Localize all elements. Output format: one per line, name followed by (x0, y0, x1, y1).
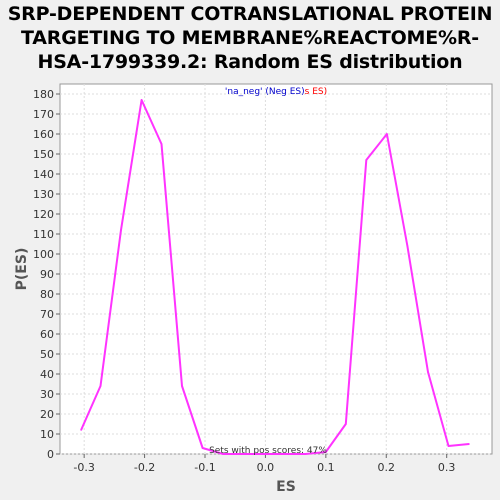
data-point (386, 133, 388, 135)
y-tick-label: 120 (33, 208, 54, 221)
y-tick-label: 30 (40, 388, 54, 401)
data-point (99, 385, 102, 387)
data-point (427, 371, 429, 373)
y-tick-label: 170 (33, 108, 54, 121)
y-tick-label: 20 (40, 408, 54, 421)
data-point (201, 447, 204, 449)
data-point (242, 453, 245, 455)
title-line-3: HSA-1799339.2: Random ES distribution (37, 51, 463, 73)
x-tick-label: 0.0 (257, 461, 275, 474)
data-point (283, 453, 286, 455)
data-point (344, 423, 347, 425)
y-tick-label: 80 (40, 288, 54, 301)
data-point (365, 159, 368, 161)
x-tick-label: -0.1 (194, 461, 215, 474)
data-point (120, 229, 122, 231)
grid-lines (60, 84, 492, 455)
data-point (222, 453, 224, 455)
x-axis-label: ES (276, 479, 296, 495)
x-tick-label: -0.3 (73, 461, 94, 474)
x-tick-label: 0.1 (317, 461, 335, 474)
data-point (447, 445, 450, 447)
title-line-2: TARGETING TO MEMBRANE%REACTOME%R- (20, 27, 479, 49)
series-group (80, 99, 470, 455)
data-point (263, 453, 266, 455)
x-tick-label: 0.2 (378, 461, 396, 474)
es-distribution-line (80, 99, 470, 455)
y-tick-label: 150 (33, 148, 54, 161)
y-tick-label: 180 (33, 88, 54, 101)
y-tick-label: 50 (40, 348, 54, 361)
data-point (406, 245, 409, 247)
y-tick-label: 0 (47, 448, 54, 461)
data-point (140, 99, 143, 101)
pos-scores-annotation: Sets with pos scores: 47% (209, 446, 327, 456)
y-tick-label: 90 (40, 268, 54, 281)
y-tick-label: 140 (33, 168, 54, 181)
y-tick-label: 100 (33, 248, 54, 261)
data-point (304, 453, 307, 455)
data-point (160, 143, 163, 145)
plot-area (59, 83, 493, 455)
x-axis-ticks: -0.3 -0.2 -0.1 0.0 0.1 0.2 0.3 (73, 454, 455, 474)
legend-pos-entry: s ES) (305, 87, 327, 97)
y-tick-label: 70 (40, 308, 54, 321)
y-tick-label: 110 (33, 228, 54, 241)
y-axis-label: P(ES) (14, 248, 30, 291)
y-tick-label: 160 (33, 128, 54, 141)
x-tick-label: -0.2 (134, 461, 155, 474)
y-tick-label: 60 (40, 328, 54, 341)
title-line-1: SRP-DEPENDENT COTRANSLATIONAL PROTEIN (7, 3, 493, 25)
data-point (80, 429, 82, 431)
y-tick-label: 10 (40, 428, 54, 441)
data-point (325, 451, 327, 453)
x-tick-label: 0.3 (438, 461, 456, 474)
data-point (181, 385, 183, 387)
chart-title: SRP-DEPENDENT COTRANSLATIONAL PROTEIN TA… (0, 2, 500, 74)
y-tick-label: 130 (33, 188, 54, 201)
y-axis-ticks: 0 10 20 30 40 50 60 70 80 90 100 110 120 130 140 150 160… (33, 88, 60, 461)
y-tick-label: 40 (40, 368, 54, 381)
legend-neg-entry: 'na_neg' (Neg ES) (225, 87, 305, 97)
legend: 'na_neg' (Neg ES)s ES) (225, 87, 327, 97)
data-point (468, 443, 470, 445)
